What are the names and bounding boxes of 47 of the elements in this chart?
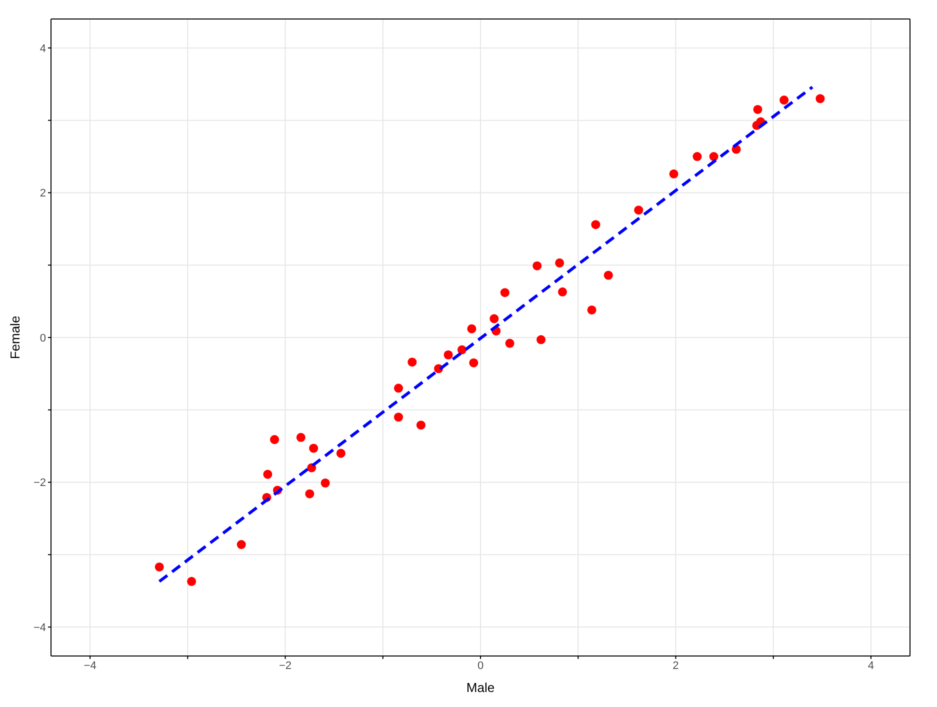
point	[187, 576, 196, 586]
x-tick-label: 0	[477, 660, 484, 672]
point	[536, 335, 546, 344]
x-tick-label: −2	[279, 660, 292, 672]
point	[591, 220, 600, 230]
point	[604, 270, 613, 280]
point	[780, 96, 789, 105]
point	[490, 314, 499, 324]
point	[336, 448, 346, 458]
point	[416, 420, 426, 430]
point	[270, 435, 280, 444]
point	[669, 169, 678, 178]
point	[305, 489, 314, 498]
point	[500, 288, 510, 298]
y-tick-label: −4	[33, 622, 46, 634]
point	[709, 152, 718, 162]
y-tick-label: −2	[33, 477, 46, 490]
y-tick-label: 4	[40, 42, 46, 55]
point	[154, 562, 164, 572]
point	[444, 350, 453, 360]
x-tick-label: −4	[84, 660, 96, 672]
point	[753, 104, 762, 114]
point	[236, 540, 246, 550]
x-tick-label: 4	[868, 660, 874, 672]
point	[296, 432, 306, 442]
y-axis-title: Female	[8, 316, 23, 360]
point	[816, 94, 825, 104]
point	[634, 206, 644, 215]
point	[408, 358, 417, 367]
point	[505, 338, 514, 348]
point	[555, 258, 564, 268]
point	[320, 478, 330, 488]
y-tick-label: 0	[40, 332, 46, 344]
point	[469, 358, 478, 368]
point	[457, 345, 466, 354]
point	[587, 305, 596, 314]
point	[532, 261, 542, 270]
y-tick-label: 2	[40, 188, 46, 200]
point	[263, 470, 272, 479]
point	[394, 384, 404, 393]
point	[394, 412, 404, 422]
point	[309, 444, 318, 453]
x-axis-title: Male	[466, 680, 495, 695]
point	[558, 287, 568, 296]
point	[692, 152, 702, 162]
x-tick-label: 2	[672, 660, 679, 672]
point	[467, 324, 476, 334]
